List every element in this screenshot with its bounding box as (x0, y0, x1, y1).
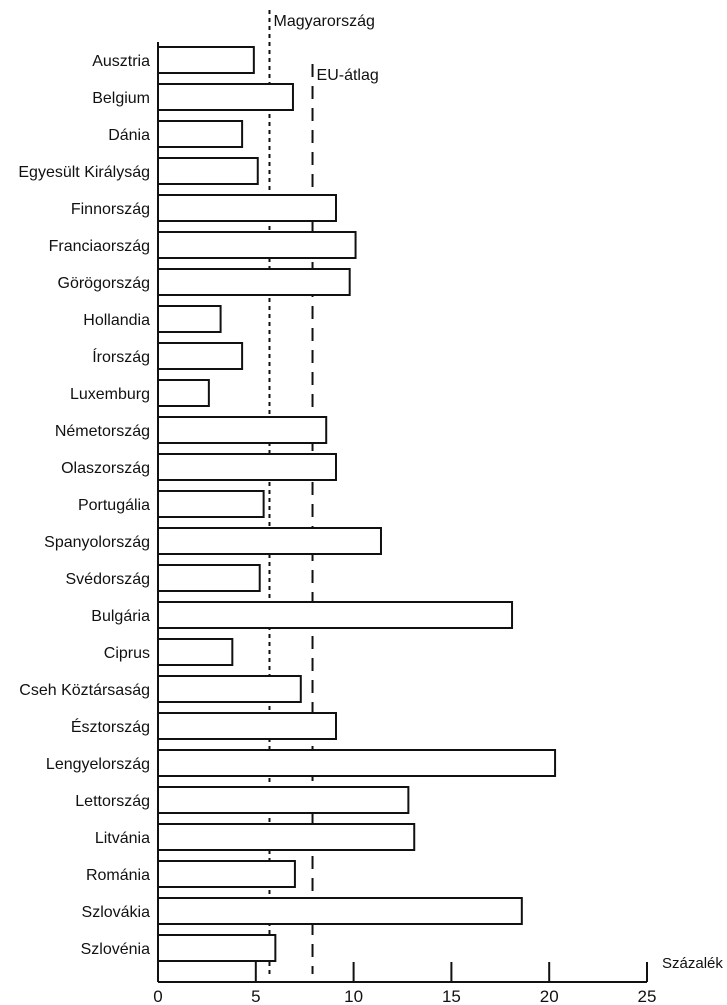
bar-21 (157, 823, 416, 851)
category-label: Lengyelország (46, 756, 150, 773)
x-axis (157, 42, 647, 983)
category-label: Ausztria (92, 53, 150, 70)
category-label: Lettország (75, 793, 150, 810)
bars (157, 46, 557, 962)
bar-16 (157, 638, 234, 666)
bar-2 (157, 120, 244, 148)
bar-13 (157, 527, 382, 555)
bar-15 (157, 601, 514, 629)
bar-1 (157, 83, 294, 111)
category-label: Cseh Köztársaság (19, 682, 150, 699)
category-label: Franciaország (49, 238, 150, 255)
category-label: Románia (86, 867, 150, 884)
x-tick-label: 25 (638, 987, 657, 1005)
x-tick-label: 20 (540, 987, 559, 1005)
category-label: Egyesült Királyság (18, 164, 150, 181)
category-label: Szlovákia (82, 904, 151, 921)
bar-8 (157, 342, 244, 370)
category-label: Dánia (108, 127, 150, 144)
bar-23 (157, 897, 523, 925)
bar-6 (157, 268, 351, 296)
bar-10 (157, 416, 328, 444)
x-axis-title: Százalék (662, 955, 723, 972)
bar-12 (157, 490, 265, 518)
category-label: Írország (92, 347, 150, 366)
category-label: Ciprus (104, 645, 150, 662)
category-label: Luxemburg (70, 386, 150, 403)
category-label: Olaszország (61, 460, 150, 477)
x-tick-label: 5 (251, 987, 260, 1005)
bar-11 (157, 453, 337, 481)
category-label: Hollandia (83, 312, 150, 329)
bar-14 (157, 564, 261, 592)
x-tick-label: 0 (153, 987, 162, 1005)
reference-line-label: Magyarország (273, 13, 374, 30)
category-label: Észtország (71, 717, 150, 736)
bar-0 (157, 46, 255, 74)
bar-19 (157, 749, 557, 777)
bar-9 (157, 379, 210, 407)
reference-line-label: EU-átlag (317, 67, 379, 84)
x-tick-label: 15 (442, 987, 461, 1005)
category-label: Portugália (78, 497, 150, 514)
category-labels: Ausztria Belgium Dánia Egyesült Királyság Fi… (18, 53, 150, 958)
bar-7 (157, 305, 222, 333)
bar-18 (157, 712, 337, 740)
category-label: Spanyolország (44, 534, 150, 551)
bar-22 (157, 860, 296, 888)
category-label: Görögország (58, 275, 151, 292)
category-label: Németország (55, 423, 150, 440)
category-label: Belgium (92, 90, 150, 107)
category-label: Szlovénia (81, 941, 150, 958)
bar-3 (157, 157, 259, 185)
bar-5 (157, 231, 357, 259)
category-label: Svédország (66, 571, 151, 588)
category-label: Bulgária (91, 608, 150, 625)
bar-24 (157, 934, 277, 962)
category-label: Finnország (71, 201, 150, 218)
bar-17 (157, 675, 302, 703)
bar-20 (157, 786, 410, 814)
x-ticks: 0 5 10 15 20 25 (153, 962, 656, 1005)
x-tick-label: 10 (344, 987, 363, 1005)
category-label: Litvánia (95, 830, 150, 847)
bar-4 (157, 194, 337, 222)
